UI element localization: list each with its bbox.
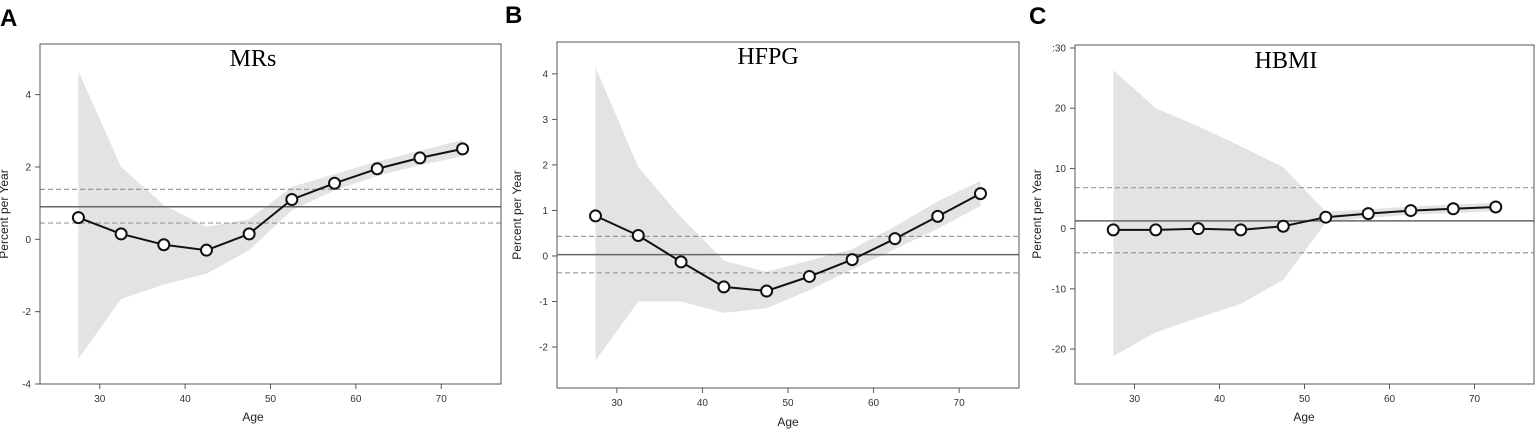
panel-a-y-tick-label: 4 [25,90,31,101]
panel-b-data-point [717,280,731,294]
panel-c-data-point [1489,200,1503,214]
panel-b-confidence-band [595,67,981,361]
panel-b-y-tick-label: 1 [542,206,548,217]
panel-c-y-axis-label: Percent per Year [1030,169,1044,258]
panel-b-x-tick-label: 70 [954,398,966,409]
panel-c-x-tick-label: 30 [1129,394,1141,405]
panel-c-x-tick-label: 60 [1384,394,1396,405]
panel-c-data-point [1446,202,1460,216]
panel-b-y-axis-label: Percent per Year [510,170,524,259]
panel-b-x-tick-label: 40 [697,398,709,409]
panel-c-y-tick-label: 10 [1055,164,1067,175]
panel-a-letter: A [0,5,17,32]
panel-c-title: HBMI [1255,48,1318,74]
panel-a-data-point [285,193,299,207]
panel-c-data-point [1404,204,1418,218]
panel-a-data-point [242,227,256,241]
panel-c-data-point [1319,210,1333,224]
panel-b-x-tick-label: 60 [868,398,880,409]
panel-b-y-tick-label: -2 [539,343,548,354]
panel-c-data-point [1361,207,1375,221]
panel-b-y-tick-label: 4 [542,69,548,80]
panel-b-y-tick-label: -1 [539,297,548,308]
panel-a-x-tick-label: 70 [436,394,448,405]
panel-c-x-axis-label: Age [1293,410,1315,424]
panel-b-x-tick-label: 30 [611,398,623,409]
panel-a-data-point [370,162,384,176]
panel-a-confidence-band [78,71,463,359]
panel-a-y-tick-label: -2 [22,307,31,318]
panel-b-x-axis-label: Age [777,415,799,429]
panel-a-x-tick-label: 30 [94,394,106,405]
panel-c-confidence-band [1113,70,1496,357]
panel-a-data-point [157,238,171,252]
panel-c-y-tick-label: -20 [1052,345,1067,356]
panel-a-series-line [78,147,463,252]
panel-b-data-point [802,269,816,283]
panel-a-data-point [413,151,427,165]
panel-b-series-line [595,192,981,293]
panel-b-data-point [631,228,645,242]
panel-c-y-tick-label: :30 [1052,44,1066,55]
panel-b-data-point [674,255,688,269]
panel-b-data-point [760,284,774,298]
panel-a: 30 40 50 60 70 -4 -2 0 2 4 A MRs Age Percent per Year [0,5,502,424]
panel-a-data-point [199,243,213,257]
panel-a-data-point [114,227,128,241]
panel-b-y-tick-label: 3 [542,115,548,126]
panel-c-data-point [1234,223,1248,237]
panel-a-data-point [328,176,342,190]
panel-c-y-tick-label: -10 [1052,284,1067,295]
panel-a-x-tick-label: 40 [180,394,192,405]
panel-a-x-tick-label: 50 [265,394,277,405]
panel-c-data-point [1106,223,1120,237]
panel-b-data-point [888,232,902,246]
panel-b-y-tick-label: 0 [542,251,548,262]
panel-b-data-point [931,209,945,223]
panel-b-x-tick-label: 50 [782,398,794,409]
panel-a-x-tick-label: 60 [350,394,362,405]
panel-c-data-point [1191,222,1205,236]
panel-a-title: MRs [230,46,277,72]
panel-c: 30 40 50 60 70 -20 -10 0 10 20 :30 C HBMI Age Percent … [1029,3,1535,424]
panel-b-letter: B [505,2,522,29]
panel-a-data-point [456,142,470,156]
panel-c-y-tick-label: 0 [1060,224,1066,235]
panel-c-data-point [1149,223,1163,237]
panel-b-y-tick-label: 2 [542,160,548,171]
panel-c-series-line [1113,206,1496,231]
panel-a-data-point [71,211,85,225]
panel-a-y-axis-label: Percent per Year [0,169,11,258]
panel-c-y-tick-label: 20 [1055,104,1067,115]
panel-c-x-tick-label: 40 [1214,394,1226,405]
panel-c-x-tick-label: 70 [1469,394,1481,405]
panel-c-x-tick-label: 50 [1299,394,1311,405]
panel-b-title: HFPG [737,44,798,70]
panel-b-data-point [974,187,987,201]
panel-b-data-point [589,209,602,223]
panel-b: 30 40 50 60 70 -2 -1 0 1 2 3 4 B HFPG Age Percent per Y… [505,2,1020,429]
panel-a-y-tick-label: 2 [25,162,31,173]
panel-a-x-axis-label: Age [242,410,264,424]
panel-c-letter: C [1029,3,1046,30]
panel-c-data-point [1276,219,1290,233]
panel-b-data-point [845,253,859,267]
panel-a-y-tick-label: -4 [22,380,31,391]
panel-a-y-tick-label: 0 [25,235,31,246]
